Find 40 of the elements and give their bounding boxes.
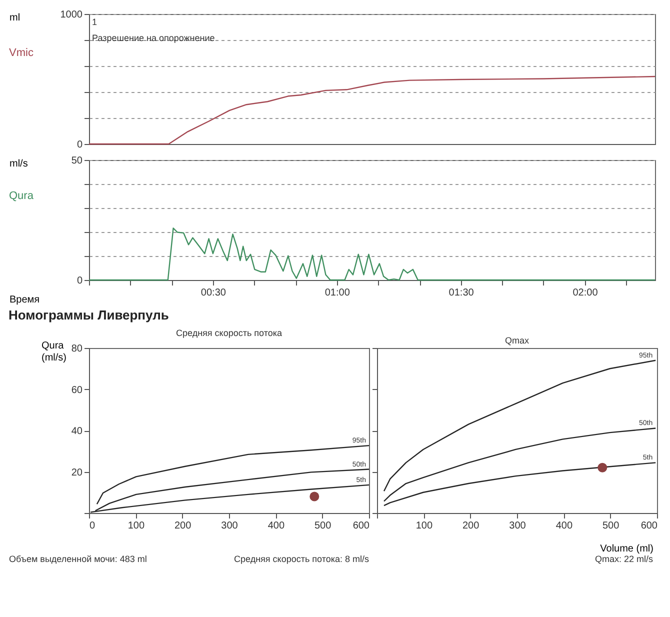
y-tick-label: 0 bbox=[76, 276, 83, 286]
annotation: Разрешение на опорожнение bbox=[92, 33, 215, 43]
y-tick-label: 50 bbox=[71, 156, 83, 166]
x-tick-label: 00:30 bbox=[200, 288, 226, 298]
y-tick-label: 0 bbox=[76, 140, 83, 150]
x-axis-title: Время bbox=[10, 294, 40, 306]
x-tick-label: 300 bbox=[221, 520, 238, 532]
x-tick-label: 0 bbox=[90, 520, 96, 532]
y-axis-title: ml/s bbox=[10, 158, 28, 170]
annotation: 1 bbox=[92, 17, 98, 27]
y-tick-label: 40 bbox=[71, 426, 83, 437]
text: Qmax: 22 ml/s bbox=[594, 554, 654, 564]
y-tick-label: 80 bbox=[71, 344, 83, 354]
x-tick-label: 02:00 bbox=[572, 288, 598, 298]
x-tick-label: 600 bbox=[352, 520, 370, 532]
x-tick-label: 100 bbox=[416, 520, 433, 532]
text: Qura bbox=[9, 190, 34, 202]
x-axis-title: Volume (ml) bbox=[600, 544, 654, 554]
text: Объем выделенной мочи: 483 ml bbox=[9, 554, 147, 564]
chart-title: Номограммы Ливерпуль bbox=[8, 308, 169, 322]
y-tick-label: 60 bbox=[71, 384, 83, 396]
x-tick-label: 400 bbox=[268, 520, 285, 532]
y-tick-label: 20 bbox=[71, 467, 83, 478]
y-axis-title: ml bbox=[10, 12, 20, 24]
x-tick-label: 200 bbox=[462, 520, 480, 532]
chart-title: Qmax bbox=[504, 336, 530, 346]
x-tick-label: 500 bbox=[314, 520, 332, 532]
x-tick-label: 01:30 bbox=[448, 288, 474, 298]
y-tick-label: 1000 bbox=[60, 10, 83, 20]
y-axis-title: Qura (ml/s) bbox=[42, 340, 66, 364]
text: Средняя скорость потока: 8 ml/s bbox=[234, 554, 370, 564]
x-tick-label: 400 bbox=[556, 520, 573, 532]
x-tick-label: 200 bbox=[174, 520, 192, 532]
x-tick-label: 300 bbox=[509, 520, 526, 532]
chart-subtitle: Средняя скорость потока bbox=[176, 328, 282, 338]
x-tick-label: 600 bbox=[640, 520, 658, 532]
x-tick-label: 100 bbox=[128, 520, 145, 532]
text: Vmic bbox=[9, 47, 34, 59]
x-tick-label: 500 bbox=[602, 520, 620, 532]
x-tick-label: 01:00 bbox=[324, 288, 350, 298]
